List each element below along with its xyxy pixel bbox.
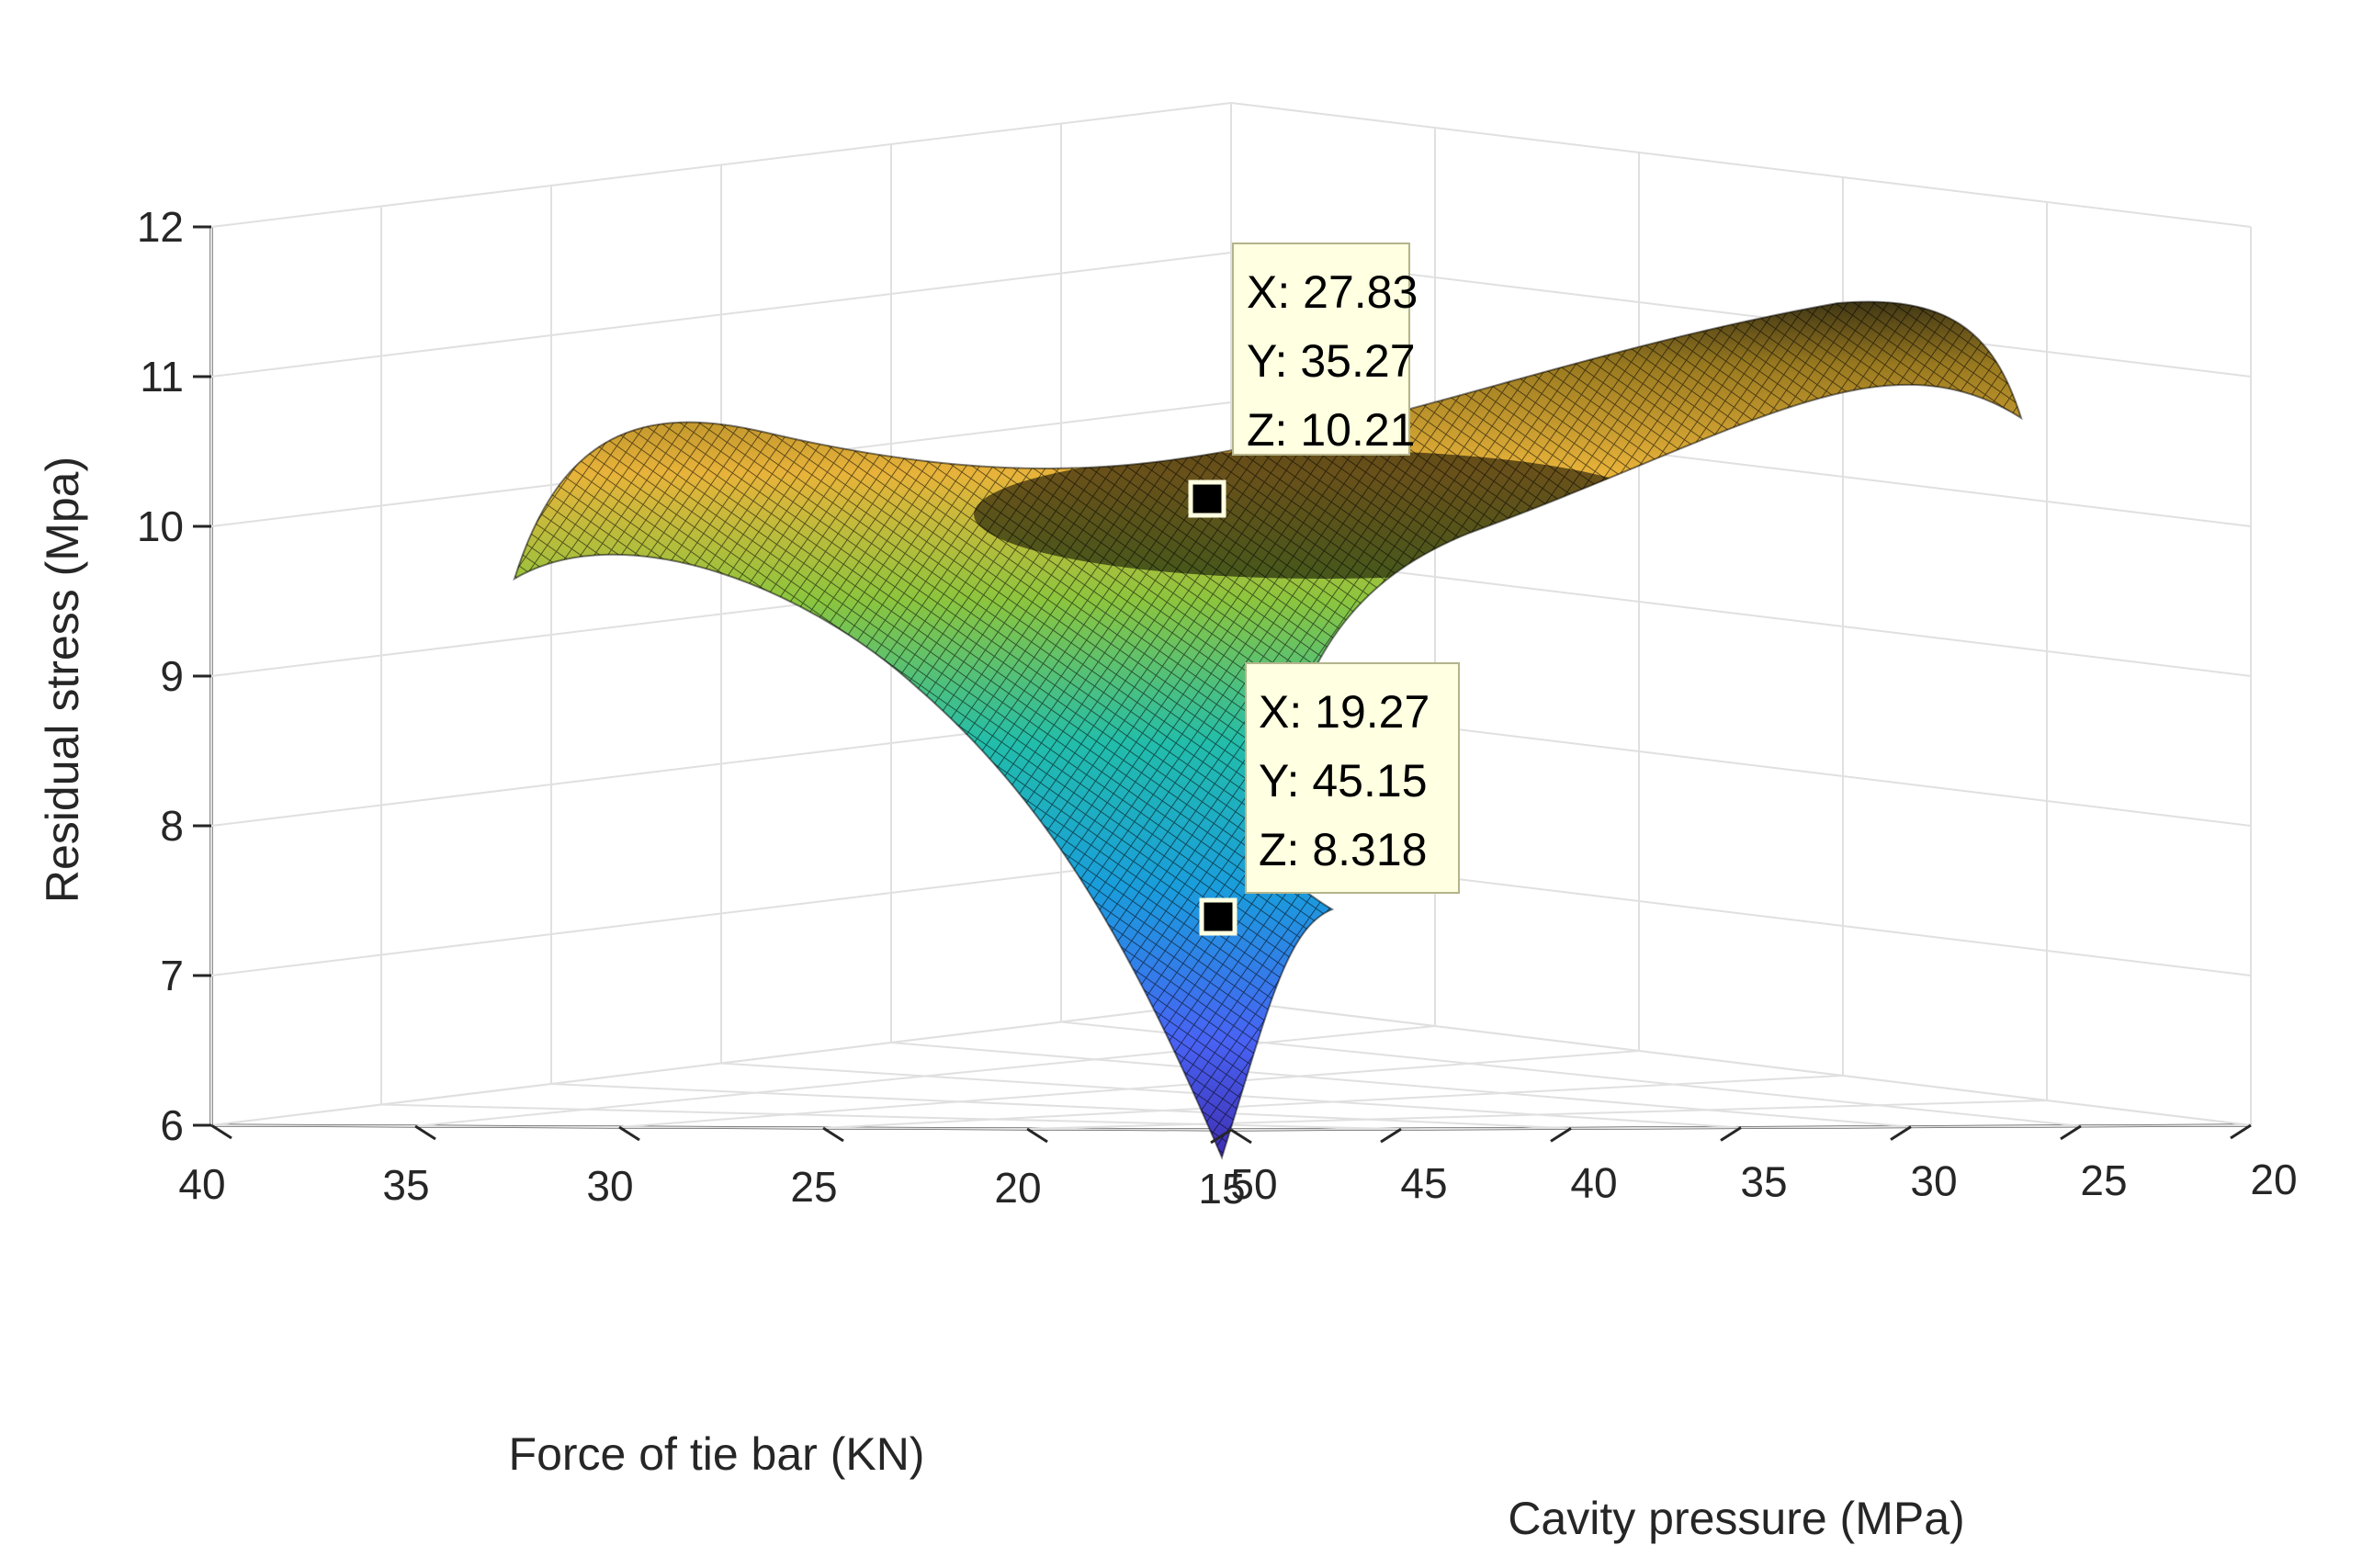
x-tick-label: 30 [1910, 1157, 1957, 1205]
x-tick-label: 40 [1570, 1158, 1617, 1206]
x-tick [2060, 1124, 2082, 1141]
x-axis-label: Cavity pressure (MPa) [1508, 1493, 1964, 1544]
wall-grid-line-z [210, 252, 1232, 378]
z-tick-label: 10 [137, 502, 184, 550]
datatip-max[interactable]: X: 27.83 Y: 35.27 Z: 10.21 [1188, 243, 1418, 518]
x-tick-label: 50 [1230, 1160, 1277, 1208]
z-tick-label: 11 [140, 353, 184, 400]
y-tick [618, 1125, 640, 1142]
y-axis-label: Force of tie bar (KN) [509, 1428, 925, 1480]
x-tick [1890, 1125, 1912, 1141]
floor-grid-line-x [210, 1124, 1232, 1131]
x-tick [1210, 1128, 1232, 1145]
x-tick-label: 45 [1400, 1159, 1447, 1207]
y-tick-label: 40 [178, 1160, 225, 1208]
floor-grid-line-x [890, 1042, 1912, 1128]
y-tick [1026, 1127, 1048, 1144]
z-axis-label: Residual stress (Mpa) [37, 457, 88, 903]
x-tick [1550, 1127, 1572, 1143]
datatip-marker [1188, 479, 1226, 518]
z-tick-label: 12 [137, 203, 184, 251]
datatip-y: Y: 45.15 [1259, 755, 1428, 807]
floor-grid-line-y [822, 1075, 1844, 1129]
y-tick-label: 25 [790, 1163, 837, 1211]
x-tick-label: 25 [2080, 1156, 2127, 1204]
y-tick-label: 30 [586, 1162, 633, 1210]
datatip-box [1232, 243, 1410, 456]
wall-grid-line-z2 [1230, 551, 2252, 677]
datatip-x: X: 19.27 [1259, 686, 1430, 738]
datatip-min[interactable]: X: 19.27 Y: 45.15 Z: 8.318 [1199, 662, 1460, 936]
z-tick-label: 8 [160, 802, 184, 850]
y-tick-label: 20 [994, 1164, 1041, 1212]
floor-grid-line-x [550, 1083, 1572, 1130]
x-tick-label: 35 [1740, 1158, 1787, 1206]
y-tick [822, 1126, 844, 1143]
y-tick-label: 35 [382, 1161, 429, 1209]
floor-grid-line-y [618, 1050, 1640, 1128]
datatip-x: X: 27.83 [1247, 266, 1418, 318]
x-tick-label: 20 [2250, 1156, 2297, 1203]
x-tick [1720, 1126, 1742, 1142]
surface-outline [513, 300, 2023, 1160]
x-tick [2230, 1123, 2252, 1140]
z-tick-label: 9 [160, 652, 184, 700]
wall-grid-line-z2 [1230, 1000, 2252, 1126]
wall-grid-line-z [210, 102, 1232, 228]
z-tick-label: 7 [160, 952, 184, 999]
x-tick [1380, 1127, 1402, 1144]
y-tick [1230, 1128, 1252, 1145]
floor-grid-line-y [414, 1025, 1436, 1127]
datatip-z: Z: 10.21 [1247, 404, 1415, 456]
datatip-y: Y: 35.27 [1247, 335, 1416, 387]
z-tick-label: 6 [160, 1101, 184, 1149]
wall-grid-line-z2 [1230, 102, 2252, 228]
y-tick [210, 1123, 232, 1140]
y-tick-label: 15 [1198, 1165, 1245, 1213]
floor-grid-line-y [1026, 1100, 2048, 1130]
datatip-box [1245, 662, 1460, 894]
datatip-marker [1199, 897, 1238, 936]
y-tick [414, 1124, 436, 1141]
datatip-z: Z: 8.318 [1259, 824, 1427, 875]
wall-grid-line-z [210, 851, 1232, 976]
wall-grid-line-z [210, 1000, 1232, 1126]
